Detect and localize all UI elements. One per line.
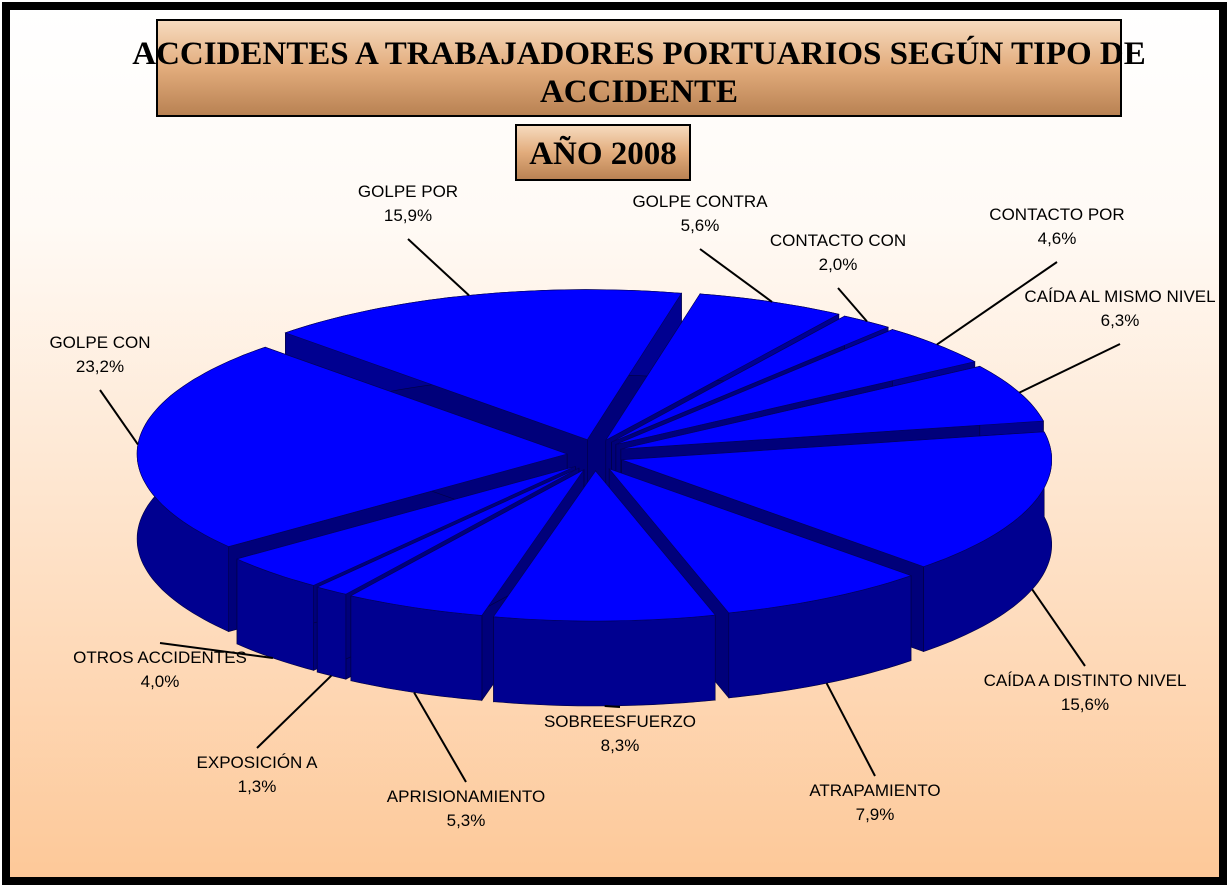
leader-line	[699, 248, 773, 303]
category-label: GOLPE CON	[49, 333, 150, 352]
leader-line	[413, 691, 467, 783]
slice-label: EXPOSICIÓN A 1,3%	[197, 753, 319, 796]
leader-line	[407, 238, 470, 297]
slice	[350, 469, 585, 616]
value-label: 5,3%	[447, 811, 486, 830]
value-label: 6,3%	[1101, 311, 1140, 330]
slice-wall	[316, 586, 347, 680]
slice-label: GOLPE CONTRA 5,6%	[632, 192, 768, 235]
category-label: ATRAPAMIENTO	[809, 781, 940, 800]
value-label: 7,9%	[856, 805, 895, 824]
slice	[316, 467, 580, 595]
leader-line	[99, 389, 139, 445]
leader-line	[1031, 588, 1086, 667]
slice-label: GOLPE CON 23,2%	[49, 333, 150, 376]
slice	[136, 346, 569, 547]
category-label: GOLPE CONTRA	[632, 192, 768, 211]
leader-line	[159, 642, 274, 659]
slice	[236, 466, 576, 586]
slice-label: SOBREESFUERZO 8,3%	[544, 712, 696, 755]
slice-label: ATRAPAMIENTO 7,9%	[809, 781, 940, 824]
category-label: SOBREESFUERZO	[544, 712, 696, 731]
category-label: OTROS ACCIDENTES	[73, 648, 247, 667]
slice-label: CAÍDA AL MISMO NIVEL 6,3%	[1024, 287, 1215, 330]
slice-label: CONTACTO POR 4,6%	[989, 205, 1124, 248]
category-label: CONTACTO CON	[770, 231, 906, 250]
leader-line	[604, 705, 621, 708]
chart-subtitle: AÑO 2008	[529, 135, 677, 172]
value-label: 8,3%	[601, 736, 640, 755]
slice-label: GOLPE POR 15,9%	[358, 182, 458, 225]
slice	[621, 431, 1052, 567]
category-label: CONTACTO POR	[989, 205, 1124, 224]
slice-wall	[493, 614, 716, 707]
slice-label: CONTACTO CON 2,0%	[770, 231, 906, 274]
value-label: 5,6%	[681, 216, 720, 235]
pie	[136, 289, 1052, 707]
slice-label: APRISIONAMIENTO 5,3%	[387, 787, 545, 830]
title-box	[156, 19, 1122, 117]
leader-line	[837, 287, 868, 323]
slice-label: OTROS ACCIDENTES 4,0%	[73, 648, 247, 691]
labels: GOLPE CONTRA 5,6%CONTACTO CON 2,0%CONTACTO…	[49, 182, 1215, 830]
slice-group	[492, 470, 716, 707]
value-label: 4,0%	[141, 672, 180, 691]
chart-title: ACCIDENTES A TRABAJADORES PORTUARIOS SEG…	[132, 34, 1146, 110]
value-label: 2,0%	[819, 255, 858, 274]
value-label: 15,6%	[1061, 695, 1109, 714]
category-label: GOLPE POR	[358, 182, 458, 201]
leader-line	[256, 674, 332, 749]
value-label: 1,3%	[238, 777, 277, 796]
slice-label: CAÍDA A DISTINTO NIVEL 15,6%	[984, 671, 1187, 714]
category-label: APRISIONAMIENTO	[387, 787, 545, 806]
leader-line	[825, 682, 876, 777]
value-label: 15,9%	[384, 206, 432, 225]
leader-line	[1018, 343, 1121, 394]
leader-line	[936, 261, 1058, 346]
subtitle-box	[515, 124, 691, 181]
value-label: 23,2%	[76, 357, 124, 376]
category-label: CAÍDA A DISTINTO NIVEL	[984, 671, 1187, 690]
slice	[492, 470, 716, 622]
value-label: 4,6%	[1038, 229, 1077, 248]
category-label: CAÍDA AL MISMO NIVEL	[1024, 287, 1215, 306]
slice	[608, 468, 912, 614]
category-label: EXPOSICIÓN A	[197, 753, 319, 772]
